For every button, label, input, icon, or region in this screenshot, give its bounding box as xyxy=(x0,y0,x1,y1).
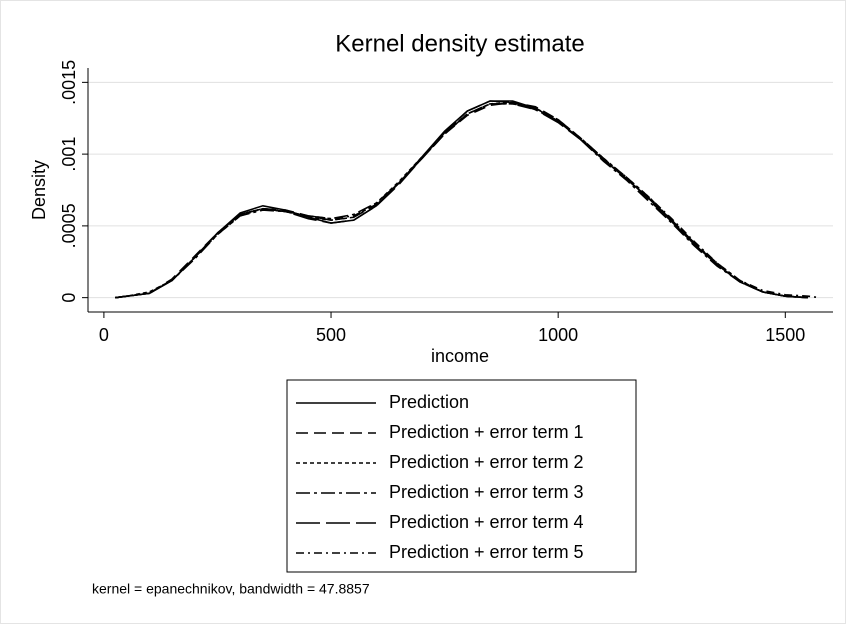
chart-title: Kernel density estimate xyxy=(335,30,584,57)
y-tick-label: .0015 xyxy=(59,60,79,105)
legend-label: Prediction + error term 2 xyxy=(389,452,584,472)
legend-box xyxy=(286,379,637,573)
x-tick-label: 0 xyxy=(99,325,109,345)
legend-label: Prediction + error term 5 xyxy=(389,542,584,562)
y-tick-label: .001 xyxy=(59,137,79,172)
x-tick-label: 1500 xyxy=(765,325,805,345)
note: kernel = epanechnikov, bandwidth = 47.88… xyxy=(92,581,370,597)
legend-label: Prediction + error term 4 xyxy=(389,512,584,532)
series-line xyxy=(115,103,820,299)
y-axis-title: Density xyxy=(29,160,49,220)
legend-label: Prediction xyxy=(389,392,469,412)
y-tick-label: .0005 xyxy=(59,203,79,248)
legend-label: Prediction + error term 1 xyxy=(389,422,584,442)
legend-label: Prediction + error term 3 xyxy=(389,482,584,502)
x-axis-title: income xyxy=(431,346,489,366)
y-tick-label: 0 xyxy=(59,293,79,303)
x-tick-label: 500 xyxy=(316,325,346,345)
x-tick-label: 1000 xyxy=(538,325,578,345)
